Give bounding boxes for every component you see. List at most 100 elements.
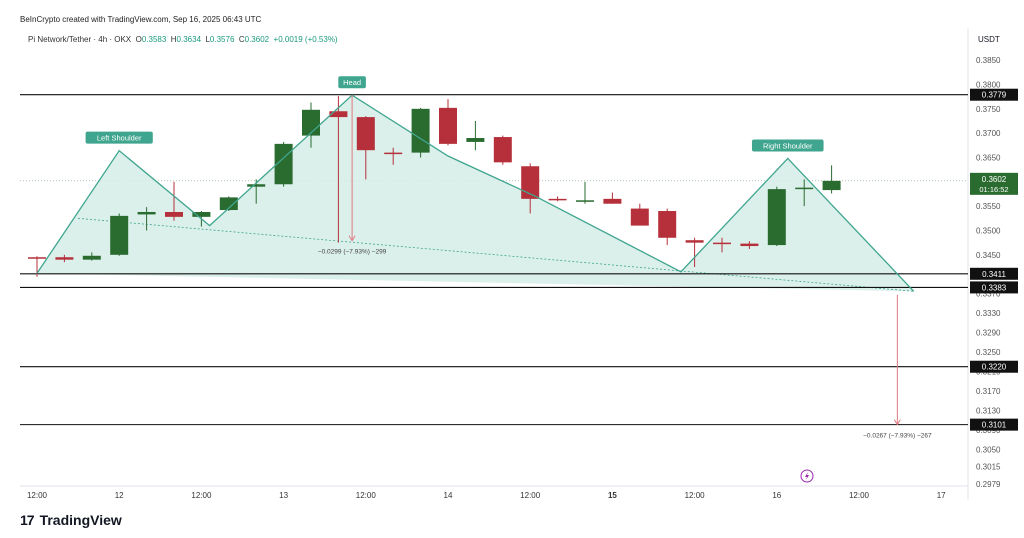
y-tick-label: 0.2979 — [976, 480, 1001, 489]
candle-body — [302, 109, 320, 136]
symbol-name: Pi Network/Tether · 4h · OKX — [28, 35, 132, 44]
pattern-label-box — [85, 131, 153, 144]
price-label-box — [970, 281, 1018, 294]
candle-body — [713, 242, 731, 245]
open-label: O — [135, 35, 142, 44]
close-label: C — [238, 35, 245, 44]
candle-body — [219, 197, 238, 211]
price-label-text: 0.3411 — [982, 270, 1006, 279]
y-tick-label: 0.3015 — [976, 462, 1001, 471]
price-label-text: 0.3101 — [982, 421, 1007, 430]
price-label-text: 0.3220 — [982, 363, 1007, 372]
y-tick-label: 0.3330 — [976, 309, 1001, 318]
x-tick-label: 14 — [444, 491, 453, 500]
y-tick-label: 0.3650 — [976, 153, 1001, 162]
candle-body — [247, 184, 266, 187]
candle-body — [439, 107, 457, 144]
candle-body — [356, 117, 375, 151]
x-tick-label: 12:00 — [685, 491, 706, 500]
low-label: L — [205, 35, 210, 44]
y-tick-label: 0.3550 — [976, 202, 1001, 211]
symbol-legend: Pi Network/Tether · 4h · OKX O0.3583 H0.… — [28, 35, 338, 44]
y-tick-label: 0.3500 — [976, 226, 1001, 235]
x-tick-label: 17 — [937, 491, 946, 500]
lightning-icon — [800, 469, 814, 483]
pattern-label: Right Shoulder — [763, 141, 813, 150]
candle-body — [822, 180, 841, 191]
price-label-text: 0.3779 — [982, 91, 1007, 100]
x-tick-label: 12:00 — [520, 491, 541, 500]
tradingview-logo-icon: 17 — [20, 512, 35, 528]
price-label-box — [970, 267, 1018, 280]
y-tick-label: 0.3450 — [976, 251, 1001, 260]
measure-arrow-head — [348, 235, 356, 242]
head-shoulders-fill — [37, 95, 914, 292]
y-tick-label: 0.3050 — [976, 445, 1001, 454]
measure-label: −0.0267 (−7.93%) −267 — [863, 433, 932, 440]
currency-label: USDT — [978, 35, 1000, 44]
x-tick-label: 12:00 — [27, 491, 48, 500]
y-tick-label: 0.3370 — [976, 290, 1001, 299]
candle-body — [28, 257, 46, 259]
y-tick-label: 0.3250 — [976, 348, 1001, 357]
y-tick-label: 0.3850 — [976, 56, 1001, 65]
candle-body — [384, 152, 403, 155]
price-label-box — [970, 88, 1018, 101]
last-price-box — [970, 172, 1018, 195]
candle-body — [740, 243, 759, 247]
candle-body — [493, 137, 512, 163]
low-value: 0.3576 — [209, 35, 235, 44]
measure-arrow-head — [893, 419, 901, 426]
measure-label: −0.0299 (−7.93%) −299 — [318, 249, 387, 256]
y-tick-label: 0.3700 — [976, 129, 1001, 138]
high-value: 0.3634 — [176, 35, 202, 44]
pattern-label: Head — [343, 78, 361, 87]
high-label: H — [170, 35, 177, 44]
y-tick-label: 0.3290 — [976, 329, 1001, 338]
candle-body — [576, 200, 594, 202]
x-tick-label: 12:00 — [849, 491, 870, 500]
candle-body — [82, 255, 101, 260]
pattern-label-box — [338, 76, 366, 89]
candle-body — [521, 166, 540, 199]
candle-body — [110, 215, 129, 255]
close-value: 0.3602 — [244, 35, 270, 44]
x-tick-label: 12:00 — [356, 491, 377, 500]
candle-body — [165, 211, 183, 217]
change-value: +0.0019 (+0.53%) — [273, 35, 338, 44]
y-tick-label: 0.3750 — [976, 105, 1001, 114]
price-label-text: 0.3383 — [982, 283, 1007, 292]
candle-body — [329, 111, 348, 118]
candle-body — [192, 211, 211, 217]
x-tick-label: 15 — [608, 491, 617, 500]
chart-credit: BeInCrypto created with TradingView.com,… — [20, 15, 262, 24]
pattern-label: Left Shoulder — [97, 134, 142, 143]
x-tick-label: 16 — [772, 491, 781, 500]
x-tick-label: 12:00 — [191, 491, 212, 500]
candle-body — [630, 208, 649, 226]
open-value: 0.3583 — [141, 35, 167, 44]
head-shoulders-outline — [36, 94, 915, 292]
candle-body — [658, 211, 677, 238]
last-price-text: 0.3602 — [982, 175, 1007, 184]
brand-name: TradingView — [39, 512, 122, 528]
y-tick-label: 0.3170 — [976, 387, 1001, 396]
price-label-box — [970, 418, 1018, 431]
y-tick-label: 0.3800 — [976, 80, 1001, 89]
candle-body — [411, 108, 430, 153]
price-label-box — [970, 360, 1018, 373]
candle-body — [55, 257, 74, 260]
y-tick-label: 0.3130 — [976, 407, 1001, 416]
lightning-bolt — [805, 472, 809, 480]
countdown-text: 01:16:52 — [979, 185, 1008, 194]
tradingview-brand[interactable]: 17 TradingView — [20, 512, 122, 528]
candle-body — [795, 187, 814, 190]
candle-body — [466, 138, 485, 142]
x-tick-label: 12 — [115, 491, 124, 500]
candle-body — [548, 198, 567, 201]
candle-body — [685, 240, 704, 243]
candle-body — [137, 211, 156, 215]
pattern-label-box — [751, 139, 824, 152]
candle-body — [603, 198, 622, 204]
